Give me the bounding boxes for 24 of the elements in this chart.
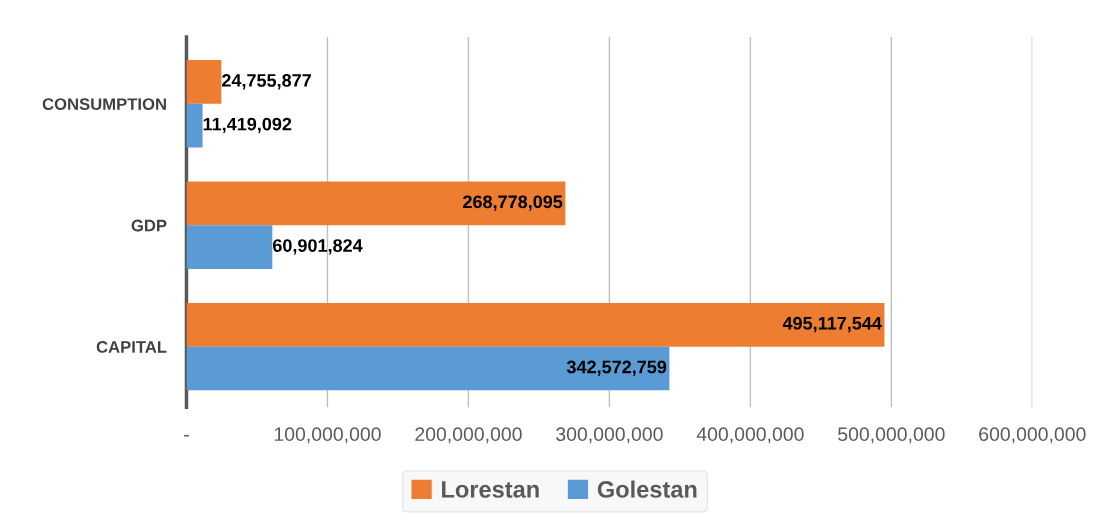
data-label: 60,901,824: [272, 239, 363, 255]
bar: [186, 60, 222, 104]
bar: [186, 346, 670, 391]
data-label: 268,778,095: [463, 195, 563, 211]
data-label: 11,419,092: [203, 117, 292, 134]
bar: [186, 302, 885, 347]
bar: [186, 225, 273, 269]
data-label: 495,117,544: [782, 316, 882, 333]
data-label: 342,572,759: [566, 360, 667, 376]
bar: [186, 181, 566, 226]
legend-label: Lorestan: [442, 481, 539, 498]
y-tick-label: CONSUMPTION: [42, 98, 166, 111]
x-tick-label: -: [184, 434, 189, 437]
x-tick-label: 600,000,000: [979, 427, 1086, 444]
x-tick-label: 200,000,000: [415, 427, 522, 444]
legend-label: Golestan: [597, 480, 697, 498]
x-tick-label: 500,000,000: [838, 427, 945, 444]
y-tick-label: GDP: [131, 219, 167, 232]
x-tick-label: 300,000,000: [556, 427, 663, 444]
data-label: 24,755,877: [222, 74, 311, 90]
x-tick-label: 400,000,000: [696, 427, 804, 444]
bar: [186, 103, 203, 148]
x-tick-label: 100,000,000: [274, 427, 381, 444]
y-tick-label: CAPITAL: [96, 341, 167, 353]
